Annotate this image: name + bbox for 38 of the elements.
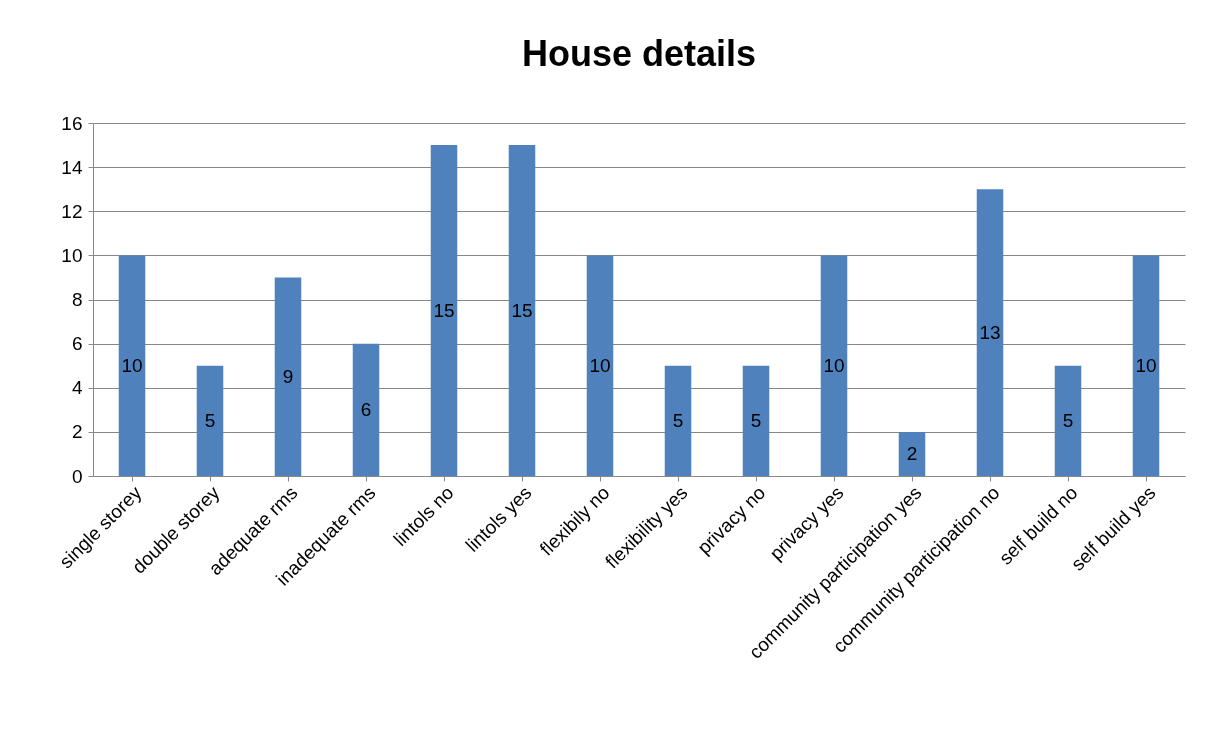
y-tick-label: 8 (71, 289, 83, 310)
data-label: 13 (979, 321, 1001, 343)
bar (430, 145, 458, 476)
bar (1054, 365, 1082, 476)
chart-title: House details (521, 33, 757, 74)
y-tick-label: 6 (71, 333, 83, 355)
bar (586, 255, 614, 476)
data-label: 5 (672, 409, 684, 431)
y-tick-label: 2 (71, 421, 83, 443)
y-tick-label: 14 (61, 156, 83, 178)
bar (196, 365, 224, 476)
bar (352, 343, 380, 476)
bar (820, 255, 848, 476)
bar (508, 145, 536, 476)
data-label: 2 (906, 442, 918, 464)
y-tick-label: 4 (71, 377, 83, 399)
data-label: 5 (204, 409, 216, 431)
data-label: 10 (1135, 354, 1157, 376)
bar (976, 189, 1004, 476)
bar (898, 431, 926, 476)
data-label: 15 (511, 299, 533, 321)
y-tick-label: 16 (61, 112, 83, 134)
data-label: 15 (433, 299, 455, 321)
bar (664, 365, 692, 476)
data-label: 6 (360, 398, 372, 420)
bar (1132, 255, 1160, 476)
bar (742, 365, 770, 476)
y-tick-label: 12 (61, 200, 83, 222)
data-label: 10 (589, 354, 611, 376)
data-label: 5 (750, 409, 762, 431)
bar (118, 255, 146, 476)
data-label: 10 (823, 354, 845, 376)
bar (274, 277, 302, 476)
data-label: 10 (121, 354, 143, 376)
y-tick-label: 10 (61, 244, 83, 266)
y-tick-label: 0 (71, 465, 83, 487)
data-label: 9 (282, 365, 294, 387)
data-label: 5 (1062, 409, 1074, 431)
